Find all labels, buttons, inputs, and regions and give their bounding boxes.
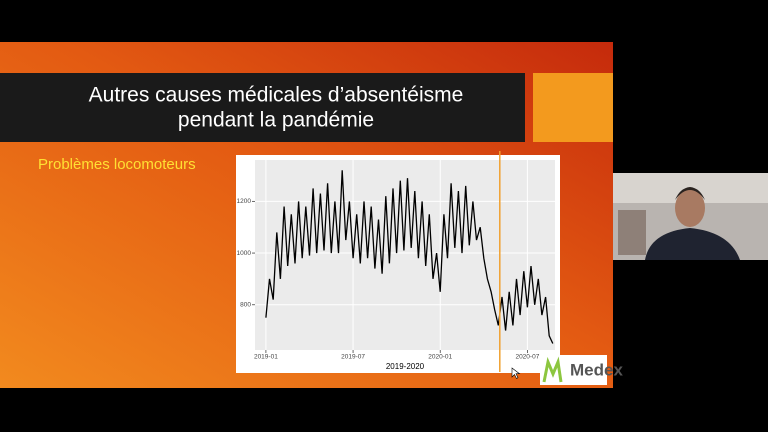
x-tick-label: 2019-07: [341, 354, 365, 361]
logo-mark: [542, 356, 563, 383]
x-tick-label: 2020-07: [515, 354, 539, 361]
chart: 800 1000 1200 2019-01 2019-07 2020-01 2020-07 2…: [237, 151, 555, 372]
x-tick-label: 2019-01: [254, 354, 278, 361]
accent-square: [533, 73, 613, 142]
x-axis-title: 2019-2020: [386, 362, 425, 371]
data-line: [265, 170, 554, 344]
person-body: [645, 228, 740, 260]
plot-area: [255, 160, 555, 350]
slide-title: pendant la pandémie: [178, 109, 374, 132]
webcam-shelf: [618, 210, 646, 255]
logo: Medex: [570, 360, 623, 379]
person-head: [675, 189, 705, 227]
title-box: [0, 73, 525, 142]
person-hair: [675, 187, 705, 200]
cursor: [511, 367, 521, 379]
slide-title: Autres causes médicales d’absentéisme: [89, 84, 464, 107]
y-tick-label: 1200: [237, 198, 252, 205]
y-tick-label: 1000: [237, 250, 252, 257]
y-tick-label: 800: [240, 301, 251, 308]
slide-subtitle: Problèmes locomoteurs: [38, 156, 196, 173]
x-tick-label: 2020-01: [428, 354, 452, 361]
